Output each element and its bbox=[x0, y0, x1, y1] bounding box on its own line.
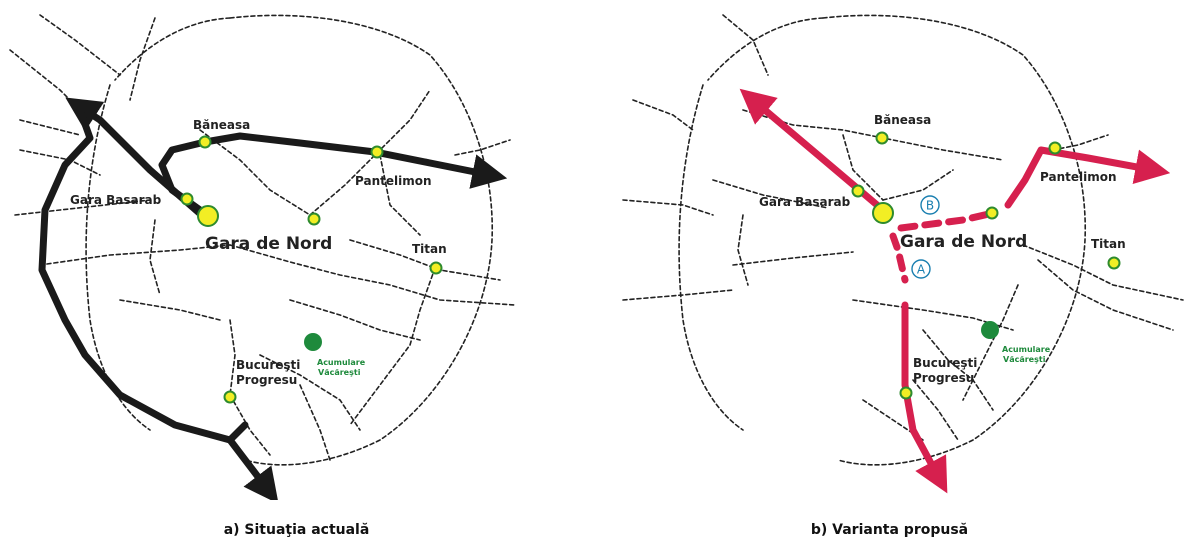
station-gara-basarab bbox=[851, 184, 865, 198]
route-branch-arm bbox=[226, 421, 249, 444]
station-baneasa bbox=[198, 135, 212, 149]
lake-vacaresti bbox=[981, 321, 999, 339]
station-titan bbox=[429, 261, 443, 275]
station-pantelimon bbox=[1048, 141, 1062, 155]
station-gara-de-nord bbox=[872, 202, 894, 224]
label-vacaresti-line1: Acumulare bbox=[317, 358, 366, 367]
route-tunnel-b bbox=[897, 209, 997, 232]
label-gara-de-nord: Gara de Nord bbox=[900, 232, 1027, 252]
label-progresu-line1: Bucureşti bbox=[913, 356, 977, 370]
label-baneasa: Băneasa bbox=[874, 113, 931, 127]
railway-network bbox=[9, 14, 516, 466]
label-progresu-line2: Progresu bbox=[913, 371, 974, 385]
stations bbox=[180, 135, 443, 404]
station-progresu bbox=[899, 386, 913, 400]
route-south-loop bbox=[38, 106, 279, 500]
marker-b-label: B bbox=[926, 199, 934, 213]
current-routes bbox=[38, 97, 508, 500]
map-current-situation: Băneasa Gara Basarab Gara de Nord Pantel… bbox=[9, 14, 516, 500]
stations bbox=[851, 131, 1121, 400]
station-gara-de-nord bbox=[197, 205, 219, 227]
caption-proposed-variant: b) Varianta propusă bbox=[810, 522, 969, 538]
station-mid bbox=[307, 212, 321, 226]
caption-current-situation: a) Situaţia actuală bbox=[223, 522, 370, 538]
label-vacaresti-line1: Acumulare bbox=[1002, 345, 1051, 354]
label-progresu-line1: Bucureşti bbox=[236, 358, 300, 372]
route-east-branch bbox=[158, 132, 508, 214]
route-south bbox=[901, 301, 948, 494]
marker-b: B bbox=[920, 195, 940, 215]
route-east bbox=[1004, 146, 1171, 209]
route-tunnel-a bbox=[889, 232, 909, 284]
label-gara-de-nord: Gara de Nord bbox=[205, 234, 332, 254]
label-gara-basarab: Gara Basarab bbox=[70, 193, 162, 207]
label-vacaresti-line2: Văcăreşti bbox=[318, 368, 361, 377]
label-pantelimon: Pantelimon bbox=[1040, 170, 1117, 184]
label-pantelimon: Pantelimon bbox=[355, 174, 432, 188]
label-gara-basarab: Gara Basarab bbox=[759, 195, 851, 209]
proposed-routes bbox=[739, 88, 1171, 494]
station-baneasa bbox=[875, 131, 889, 145]
label-baneasa: Băneasa bbox=[193, 118, 250, 132]
label-titan: Titan bbox=[1091, 237, 1126, 251]
station-progresu bbox=[223, 390, 237, 404]
label-progresu-line2: Progresu bbox=[236, 373, 297, 387]
station-pantelimon bbox=[370, 145, 384, 159]
map-proposed-variant: B A Băneasa Gara Basarab Gara de Nord Pa… bbox=[622, 14, 1184, 494]
marker-a-label: A bbox=[917, 263, 926, 277]
station-gara-basarab bbox=[180, 192, 194, 206]
lake-vacaresti bbox=[304, 333, 322, 351]
station-titan bbox=[1107, 256, 1121, 270]
label-vacaresti-line2: Văcăreşti bbox=[1003, 355, 1046, 364]
station-mid bbox=[985, 206, 999, 220]
label-titan: Titan bbox=[412, 242, 447, 256]
marker-a: A bbox=[911, 259, 931, 279]
